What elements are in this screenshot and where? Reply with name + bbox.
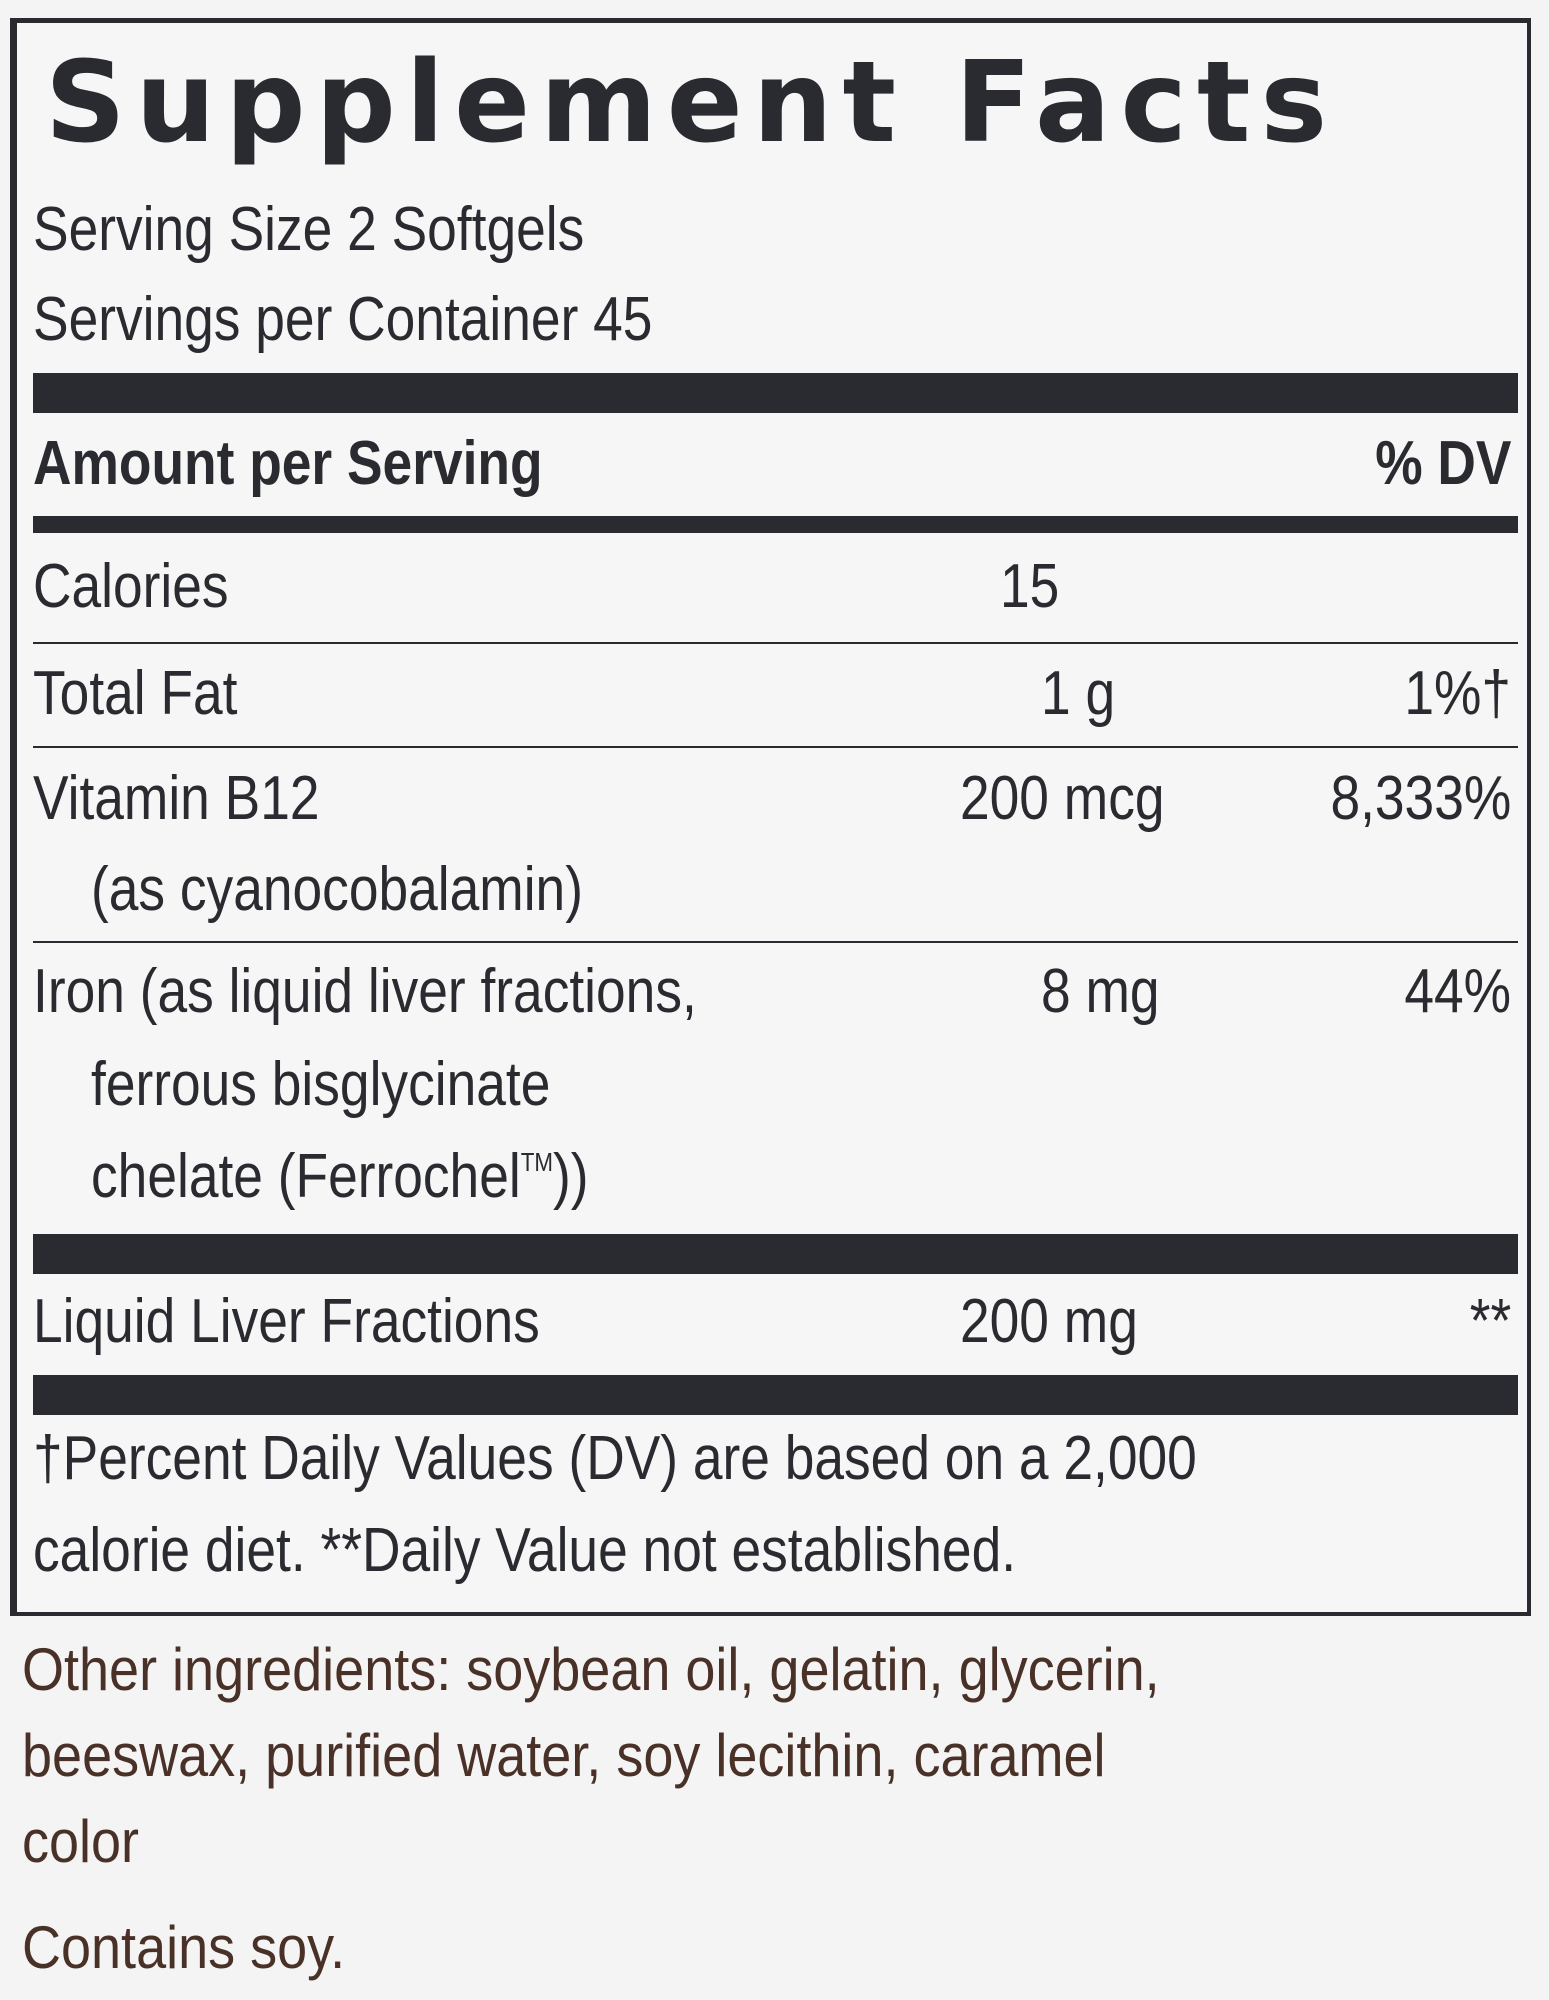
contains-soy: Contains soy. (22, 1914, 346, 1981)
vitamin-b12-source: (as cyanocobalamin) (91, 855, 583, 924)
supplement-facts-panel: Supplement Facts Serving Size 2 Softgels… (10, 18, 1531, 1616)
iron-chelate-prefix: chelate (Ferrochel (91, 1142, 521, 1211)
iron-amount: 8 mg (1041, 957, 1160, 1026)
trademark-mark: TM (520, 1147, 554, 1177)
amount-per-serving-header: Amount per Serving (33, 429, 543, 498)
total-fat-dv: 1%† (1404, 659, 1511, 728)
other-ingredients-line-1: Other ingredients: soybean oil, gelatin,… (22, 1636, 1160, 1703)
liver-fractions-label: Liquid Liver Fractions (33, 1287, 540, 1356)
calories-amount: 15 (1000, 552, 1060, 621)
footnote-line-1: †Percent Daily Values (DV) are based on … (33, 1424, 1197, 1493)
iron-chelate-suffix: )) (553, 1142, 589, 1211)
other-ingredients-line-2: beeswax, purified water, soy lecithin, c… (22, 1722, 1106, 1789)
row-rule (33, 642, 1518, 644)
dv-header: % DV (1374, 429, 1511, 498)
footnote-line-2: calorie diet. **Daily Value not establis… (33, 1516, 1017, 1585)
total-fat-label: Total Fat (33, 659, 238, 728)
total-fat-amount: 1 g (1041, 659, 1116, 728)
other-ingredients-line-3: color (22, 1808, 140, 1875)
medium-divider (33, 516, 1518, 533)
servings-per-container: Servings per Container 45 (33, 285, 653, 354)
row-rule (33, 941, 1518, 943)
serving-size: Serving Size 2 Softgels (33, 195, 585, 264)
iron-source-line: ferrous bisglycinate (91, 1050, 551, 1119)
calories-label: Calories (33, 552, 229, 621)
iron-dv: 44% (1404, 957, 1511, 1026)
panel-title: Supplement Facts (45, 38, 1338, 168)
thick-divider-top (33, 373, 1518, 413)
iron-label: Iron (as liquid liver fractions, (33, 957, 697, 1026)
vitamin-b12-amount: 200 mcg (960, 764, 1165, 833)
liver-fractions-amount: 200 mg (960, 1287, 1138, 1356)
row-rule (33, 746, 1518, 748)
vitamin-b12-label: Vitamin B12 (33, 764, 320, 833)
thick-divider-mid (33, 1234, 1518, 1274)
vitamin-b12-dv: 8,333% (1330, 764, 1511, 833)
iron-chelate-line: chelate (FerrochelTM)) (91, 1146, 589, 1208)
liver-fractions-dv: ** (1469, 1287, 1511, 1356)
thick-divider-bottom (33, 1375, 1518, 1415)
